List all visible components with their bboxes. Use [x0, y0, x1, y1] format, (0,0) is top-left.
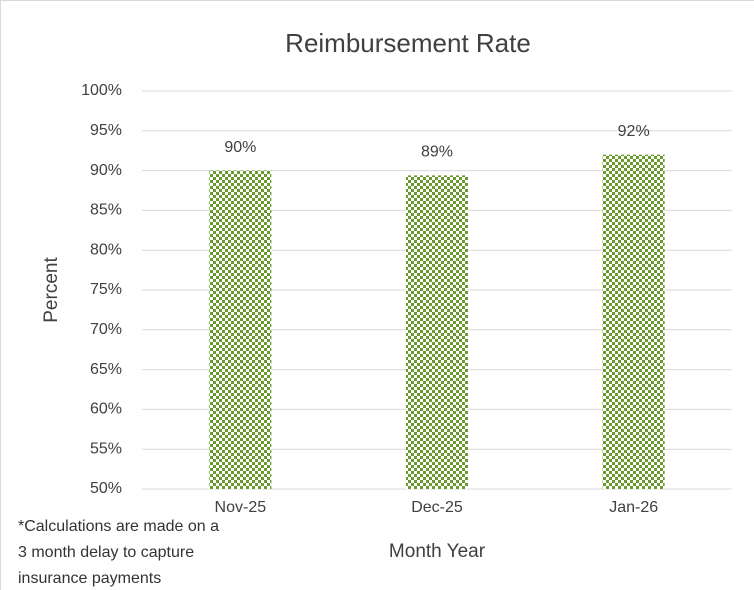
- y-tick-label: 85%: [90, 202, 122, 219]
- footnote: insurance payments: [18, 570, 161, 587]
- y-tick-label: 80%: [90, 241, 122, 258]
- y-tick-label: 50%: [90, 480, 122, 497]
- y-tick-label: 70%: [90, 321, 122, 338]
- bar: [209, 170, 272, 489]
- y-tick-label: 60%: [90, 401, 122, 418]
- y-tick-label: 65%: [90, 361, 122, 378]
- x-tick-label: Jan-26: [609, 499, 658, 516]
- data-label: 89%: [421, 144, 453, 161]
- bar: [406, 175, 468, 489]
- x-axis-title: Month Year: [389, 541, 486, 562]
- chart-title: Reimbursement Rate: [285, 28, 531, 58]
- y-tick-label: 75%: [90, 281, 122, 298]
- x-tick-label: Dec-25: [411, 499, 463, 516]
- footnote: 3 month delay to capture: [18, 544, 194, 561]
- y-tick-label: 100%: [81, 82, 122, 99]
- x-tick-label: Nov-25: [215, 499, 267, 516]
- bar: [602, 154, 665, 489]
- y-tick-label: 55%: [90, 440, 122, 457]
- y-tick-label: 95%: [90, 122, 122, 139]
- data-label: 92%: [618, 123, 650, 140]
- y-axis-title: Percent: [41, 257, 62, 323]
- y-tick-label: 90%: [90, 162, 122, 179]
- data-label: 90%: [224, 139, 256, 156]
- footnote: *Calculations are made on a: [18, 518, 219, 535]
